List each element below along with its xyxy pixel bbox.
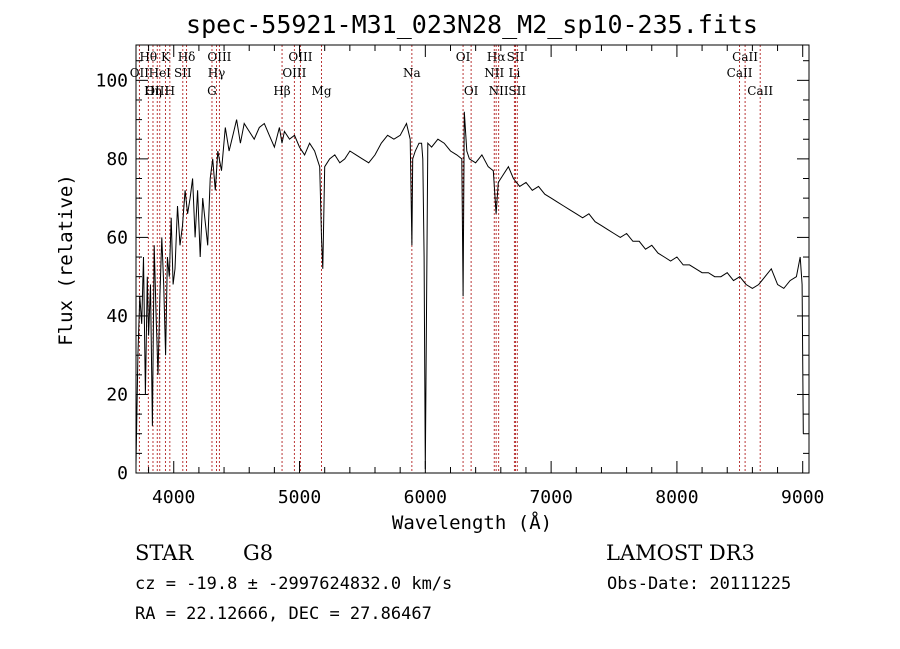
spectral-line-label: OI <box>464 84 479 98</box>
x-tick-label: 7000 <box>529 487 572 508</box>
chart-title: spec-55921-M31_023N28_M2_sp10-235.fits <box>186 10 758 39</box>
spectral-line-label: Hβ <box>273 84 290 98</box>
spectral-line-label: SII <box>174 66 192 80</box>
spectral-line-label: OIII <box>282 66 306 80</box>
spectral-line-label: OIII <box>288 50 312 64</box>
obs-date-text: Obs-Date: 20111225 <box>607 574 791 594</box>
y-axis-label: Flux (relative) <box>55 174 77 346</box>
spectral-line-label: NII <box>489 84 509 98</box>
spectral-line-label: Hα <box>487 50 506 64</box>
spectrum-series-line <box>135 111 804 470</box>
y-tick-label: 80 <box>106 149 128 170</box>
x-tick-label: 6000 <box>404 487 447 508</box>
spectral-line-label: Hδ <box>178 50 196 64</box>
spectral-line-label: SII <box>507 50 525 64</box>
spectral-line-label: H <box>165 84 175 98</box>
spectral-line-label: CaII <box>727 66 753 80</box>
spectral-line-label: Mg <box>312 84 332 98</box>
y-axis-ticks: 0 20 40 60 80 100 <box>95 60 809 484</box>
y-tick-label: 60 <box>106 227 128 248</box>
coordinates-text: RA = 22.12666, DEC = 27.86467 <box>135 604 432 624</box>
x-axis-label: Wavelength (Å) <box>392 511 552 534</box>
spectral-line-label: G <box>207 84 217 98</box>
spectral-line-label: NII <box>484 66 504 80</box>
spectral-line-label: SII <box>508 84 526 98</box>
spectral-line-label: Li <box>508 66 520 80</box>
spectral-line-label: OIII <box>145 84 169 98</box>
object-subclass: G8 <box>243 541 273 565</box>
spectral-line-label: OI <box>456 50 471 64</box>
x-tick-label: 5000 <box>278 487 321 508</box>
y-tick-label: 100 <box>95 70 128 91</box>
spectral-line-label: HeI <box>149 66 172 80</box>
x-tick-label: 9000 <box>781 487 824 508</box>
x-tick-label: 4000 <box>152 487 195 508</box>
y-tick-label: 0 <box>117 463 128 484</box>
spectral-line-label: CaII <box>732 50 758 64</box>
survey-name: LAMOST DR3 <box>606 541 755 565</box>
spectral-line-label: K <box>161 50 171 64</box>
plot-frame <box>135 44 810 474</box>
spectral-line-label: Hγ <box>208 66 226 80</box>
spectral-line-label: OIII <box>207 50 231 64</box>
spectral-line-label: CaII <box>747 84 773 98</box>
y-tick-label: 40 <box>106 306 128 327</box>
object-class: STAR <box>135 541 194 565</box>
spectral-line-label: Hθ <box>139 50 157 64</box>
x-axis-ticks: 4000 5000 6000 7000 8000 9000 <box>148 45 824 508</box>
y-tick-label: 20 <box>106 384 128 405</box>
redshift-text: cz = -19.8 ± -2997624832.0 km/s <box>135 574 452 594</box>
spectral-line-label: OII <box>130 66 150 80</box>
x-tick-label: 8000 <box>655 487 698 508</box>
spectral-line-label: Na <box>403 66 421 80</box>
